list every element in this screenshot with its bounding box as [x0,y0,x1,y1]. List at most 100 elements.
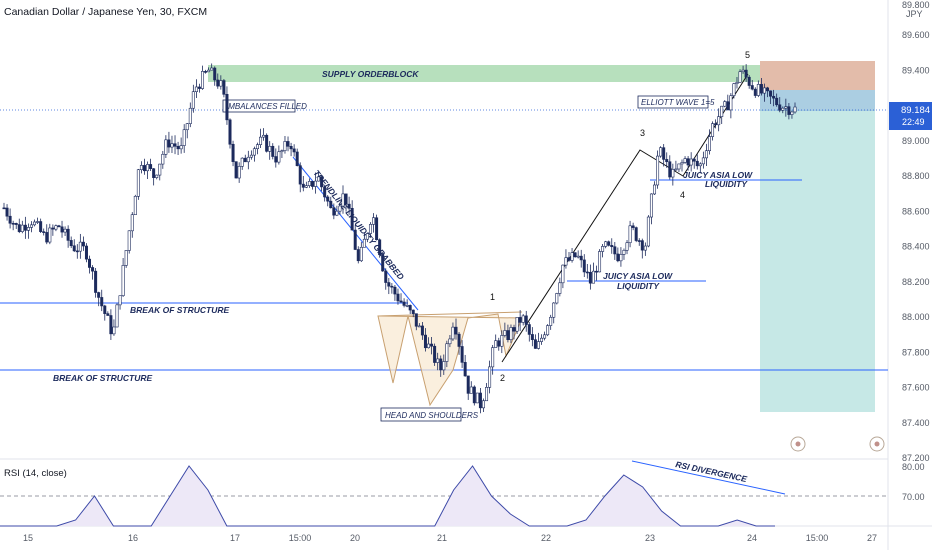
candle-body [259,136,263,145]
candle-body [222,80,226,95]
rsi-line[interactable] [0,465,775,527]
rsi-divergence-line[interactable] [631,460,786,495]
candle-body [533,339,537,349]
candle-body [155,174,159,178]
candle-body [146,164,150,172]
current-price-tag[interactable] [889,102,932,130]
candle-body [448,338,452,345]
candle-body [769,90,773,97]
price-axis-label: 88.600 [902,206,930,216]
candle-body [417,325,421,328]
candle-body [759,84,763,94]
candle-body [500,335,504,347]
time-axis-label: 20 [350,533,360,543]
candle-body [613,246,617,255]
candle-body [106,313,110,316]
candle-body [231,143,235,162]
candle-body [249,154,253,158]
candle-body [683,158,687,163]
candle-body [188,107,192,124]
candle-body [109,315,113,335]
candle-body [97,292,101,298]
candlestick-series[interactable] [2,63,797,414]
price-axis-panel[interactable] [888,0,932,526]
candle-body [142,165,146,172]
candle-body [668,161,672,178]
juicy-asia-low-label-2a: JUICY ASIA LOW [603,271,673,281]
candle-body [414,313,418,327]
candle-body [204,71,208,73]
candle-body [503,330,507,336]
candle-body [100,297,104,307]
candle-body [778,104,782,111]
candle-body [457,333,461,347]
candle-body [561,264,565,284]
candle-body [649,193,653,218]
candle-body [442,361,446,371]
candle-body [671,169,675,178]
target-zone[interactable] [760,110,875,412]
candle-body [39,221,43,232]
price-axis-label: 89.600 [902,30,930,40]
candle-body [430,343,434,347]
settings-circle-dot-2 [874,441,880,447]
candle-body [127,230,131,251]
candle-body [262,134,266,138]
candle-body [381,254,385,272]
supply-orderblock-zone[interactable] [208,65,760,82]
candle-body [793,106,797,113]
candle-body [124,250,128,266]
candle-body [527,324,531,335]
price-axis-label: 87.600 [902,383,930,393]
break-of-structure-label-2: BREAK OF STRUCTURE [53,373,152,383]
price-axis-label: 89.400 [902,65,930,75]
candle-body [353,229,357,250]
candle-body [17,224,21,232]
time-axis-label: 15:00 [289,533,312,543]
candle-body [63,228,67,233]
stop-zone[interactable] [760,61,875,90]
candle-body [213,67,217,81]
candle-body [665,159,669,163]
candle-body [711,123,715,137]
candle-body [653,184,657,195]
candle-body [656,155,660,186]
candle-body [643,245,647,251]
candle-body [579,255,583,261]
candle-body [469,386,473,394]
candle-body [23,224,27,231]
candle-body [268,145,272,152]
candle-body [298,165,302,185]
candle-body [280,150,284,153]
candle-body [338,205,342,212]
candle-body [240,157,244,167]
candle-body [271,145,275,157]
candle-body [451,326,455,340]
candle-body [378,239,382,256]
candle-body [29,224,33,228]
candle-body [781,107,785,111]
candle-body [753,88,757,96]
candle-body [51,227,55,230]
time-axis-label: 24 [747,533,757,543]
price-axis-label: 87.400 [902,418,930,428]
candle-body [772,95,776,99]
candle-body [118,295,122,306]
settings-circle-dot-1 [795,441,801,447]
candle-body [350,207,354,231]
candle-body [57,225,61,228]
candle-body [744,69,748,78]
candle-body [466,375,470,394]
candle-body [88,258,92,268]
candle-body [601,246,605,252]
candle-body [359,246,363,262]
candle-body [787,106,791,115]
price-axis-label: 89.000 [902,136,930,146]
candle-body [167,139,171,148]
time-axis-labels[interactable]: 15 16 17 15:00 20 21 22 23 24 15:00 27 [23,533,877,543]
candle-body [170,143,174,148]
candle-body [396,293,400,302]
time-axis-label: 15:00 [806,533,829,543]
candle-body [94,270,98,293]
